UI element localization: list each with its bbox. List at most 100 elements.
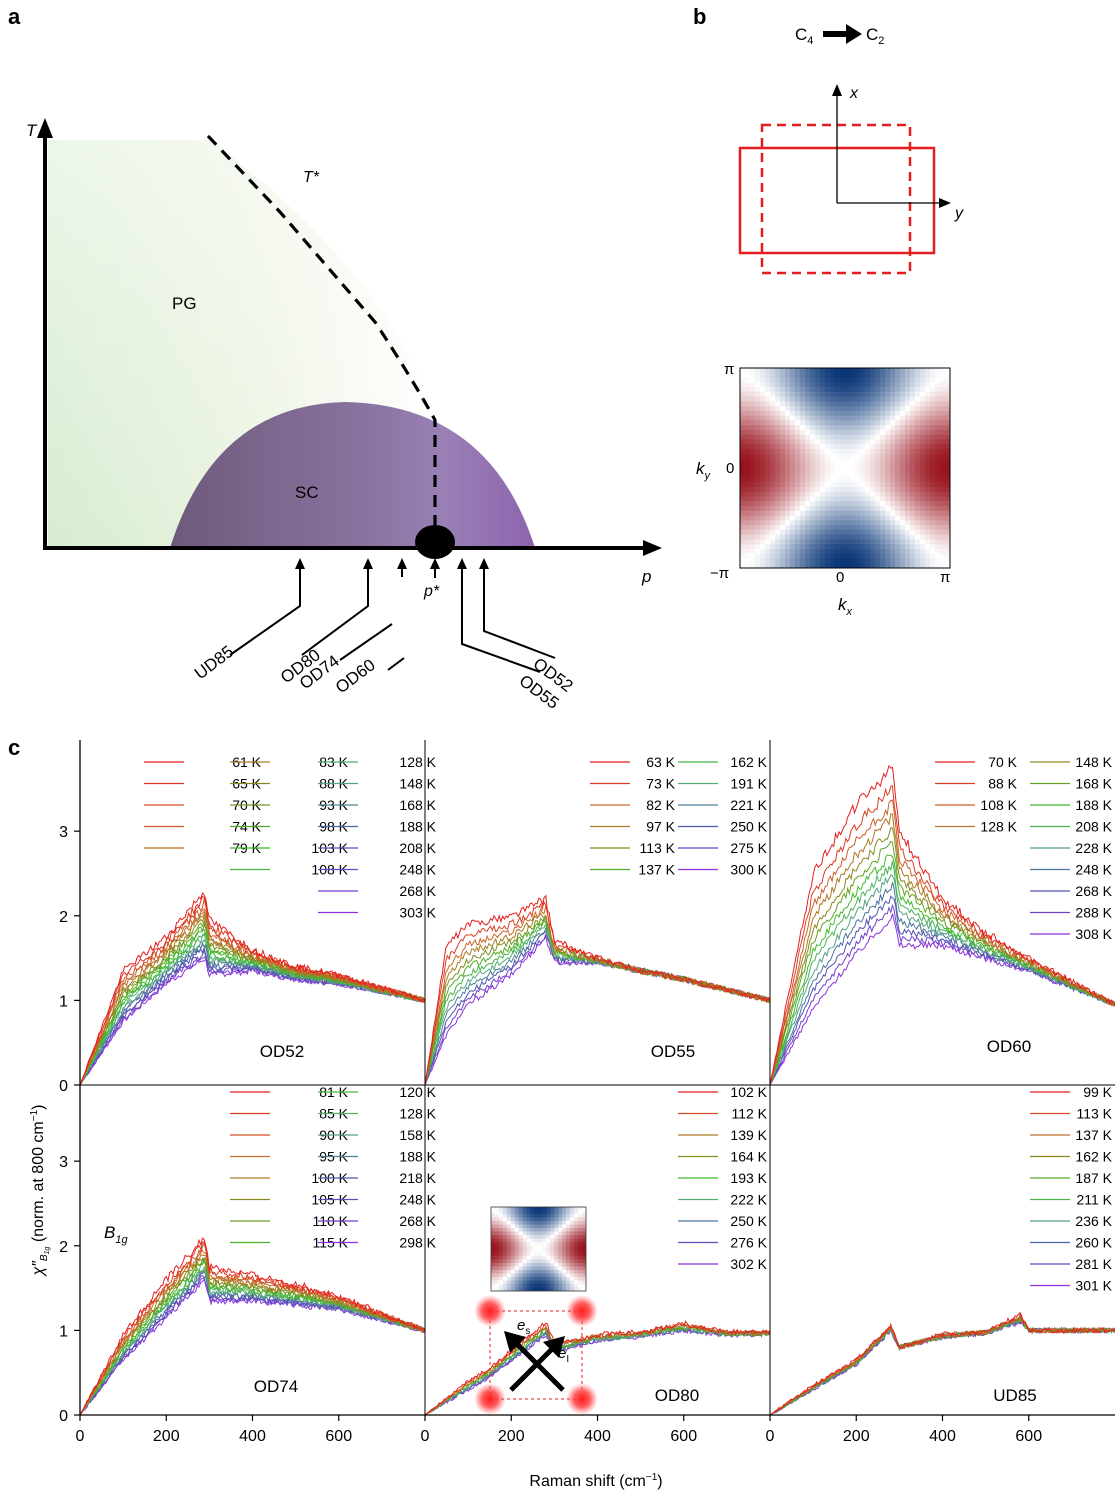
inset-form-factor-cell: [546, 1207, 551, 1212]
form-factor-cell: [810, 510, 816, 517]
form-factor-cell: [745, 444, 751, 450]
spectrum-ud85-99k: [769, 1311, 1115, 1416]
form-factor-cell: [805, 558, 811, 564]
inset-form-factor-cell: [534, 1263, 540, 1268]
form-factor-cell: [855, 501, 861, 507]
form-factor-cell: [905, 563, 911, 568]
form-factor-cell: [765, 534, 771, 541]
form-factor-cell: [930, 387, 936, 393]
inset-form-factor-cell: [558, 1242, 563, 1247]
inset-form-factor-cell: [562, 1280, 567, 1285]
form-factor-cell: [770, 453, 776, 460]
form-factor-cell: [750, 410, 756, 417]
form-factor-cell: [810, 544, 816, 550]
legend-label: 308 K: [1075, 926, 1112, 942]
form-factor-cell: [870, 510, 876, 517]
form-factor-cell: [830, 553, 836, 560]
inset-form-factor-cell: [574, 1221, 579, 1226]
form-factor-cell: [760, 548, 766, 555]
inset-form-factor-cell: [566, 1238, 571, 1243]
form-factor-cell: [880, 439, 886, 445]
form-factor-cell: [875, 482, 881, 488]
inset-form-factor-cell: [506, 1280, 512, 1285]
inset-form-factor-cell: [510, 1270, 516, 1275]
form-factor-cell: [850, 544, 856, 550]
form-factor-cell: [750, 553, 756, 560]
legend-label: 148 K: [1075, 754, 1112, 770]
form-factor-cell: [825, 387, 831, 393]
inset-form-factor-cell: [562, 1273, 567, 1278]
inset-form-factor-cell: [506, 1235, 512, 1240]
inset-form-factor-cell: [558, 1228, 563, 1233]
inset-form-factor-cell: [526, 1245, 532, 1250]
inset-form-factor-cell: [554, 1256, 559, 1261]
form-factor-cell: [935, 544, 941, 550]
form-factor-cell: [820, 506, 826, 512]
inset-form-factor-cell: [554, 1221, 559, 1226]
inset-form-factor-cell: [498, 1217, 504, 1222]
form-factor-cell: [890, 382, 896, 388]
form-factor-cell: [850, 458, 856, 464]
form-factor-cell: [890, 396, 896, 402]
form-factor-cell: [850, 415, 856, 421]
form-factor-cell: [885, 391, 891, 398]
form-factor-cell: [895, 487, 901, 493]
form-factor-cell: [785, 377, 791, 383]
form-factor-cell: [865, 444, 871, 450]
form-factor-cell: [895, 401, 901, 407]
form-factor-cell: [885, 453, 891, 460]
form-factor-cell: [905, 415, 911, 421]
spectrum-od60-108k: [769, 799, 1115, 1086]
form-factor-cell: [830, 515, 836, 521]
inset-form-factor-cell: [498, 1242, 504, 1247]
inset-form-factor-cell: [566, 1280, 571, 1285]
form-factor-cell: [885, 463, 891, 469]
form-factor-cell: [800, 520, 806, 526]
form-factor-cell: [840, 491, 846, 498]
inset-form-factor-cell: [566, 1242, 571, 1247]
form-factor-cell: [905, 491, 911, 498]
form-factor-cell: [875, 539, 881, 545]
form-factor-cell: [820, 439, 826, 445]
inset-form-factor-cell: [498, 1210, 504, 1215]
inset-form-factor-cell: [566, 1207, 571, 1212]
form-factor-cell: [900, 372, 906, 379]
form-factor-cell: [910, 553, 916, 560]
form-factor-cell: [795, 563, 801, 568]
form-factor-cell: [785, 534, 791, 541]
form-factor-cell: [875, 553, 881, 560]
form-factor-cell: [790, 372, 796, 379]
form-factor-cell: [805, 420, 811, 426]
form-factor-cell: [800, 487, 806, 493]
form-factor-cell: [905, 372, 911, 379]
form-factor-cell: [875, 472, 881, 479]
inset-form-factor-cell: [538, 1266, 544, 1271]
form-factor-cell: [850, 525, 856, 531]
form-factor-cell: [910, 434, 916, 441]
form-factor-cell: [865, 439, 871, 445]
form-factor-cell: [890, 448, 896, 455]
form-factor-cell: [825, 477, 831, 483]
form-factor-cell: [835, 458, 841, 464]
form-factor-cell: [870, 406, 876, 412]
form-factor-cell: [845, 448, 851, 455]
inset-form-factor-cell: [494, 1273, 500, 1278]
form-factor-cell: [795, 410, 801, 417]
inset-form-factor-cell: [514, 1273, 520, 1278]
inset-form-factor-cell: [510, 1242, 516, 1247]
form-factor-cell: [795, 472, 801, 479]
form-factor-cell: [775, 434, 781, 441]
inset-form-factor-cell: [506, 1270, 512, 1275]
inset-form-factor-cell: [494, 1280, 500, 1285]
form-factor-cell: [750, 539, 756, 545]
form-factor-cell: [845, 463, 851, 469]
form-factor-cell: [925, 487, 931, 493]
inset-form-factor-cell: [566, 1245, 571, 1250]
inset-form-factor-cell: [518, 1242, 524, 1247]
form-factor-cell: [740, 372, 746, 379]
form-factor-cell: [770, 553, 776, 560]
inset-form-factor-cell: [530, 1224, 536, 1229]
form-factor-cell: [925, 491, 931, 498]
form-factor-cell: [845, 444, 851, 450]
form-factor-cell: [765, 553, 771, 560]
